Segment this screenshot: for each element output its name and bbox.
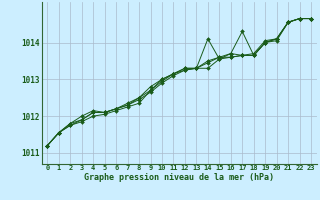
X-axis label: Graphe pression niveau de la mer (hPa): Graphe pression niveau de la mer (hPa) — [84, 173, 274, 182]
